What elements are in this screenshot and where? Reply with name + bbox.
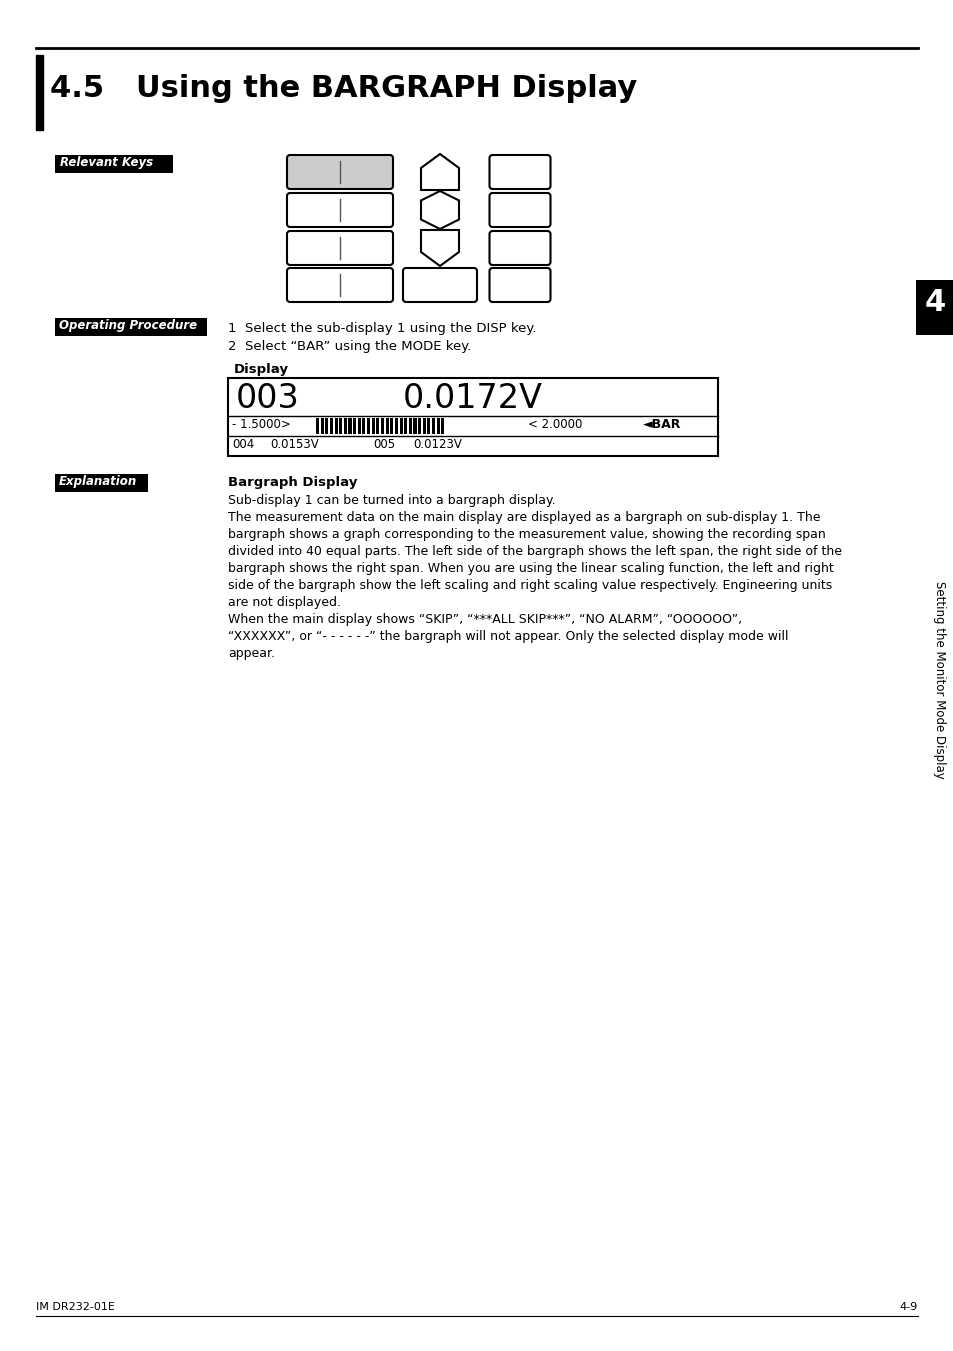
Bar [315,417,318,434]
Bar [55,474,148,492]
Bar [339,417,342,434]
Bar [409,417,412,434]
Bar [404,417,407,434]
Text: - 1.5000>: - 1.5000> [232,417,291,431]
Text: 2  Select “BAR” using the MODE key.: 2 Select “BAR” using the MODE key. [228,340,471,353]
Text: 0.0123V: 0.0123V [413,438,461,451]
Bar [367,417,370,434]
Bar [228,378,718,457]
Bar [376,417,379,434]
Bar [55,317,207,336]
Bar [395,417,397,434]
Bar [343,417,347,434]
Text: When the main display shows “SKIP”, “***ALL SKIP***”, “NO ALARM”, “OOOOOO”,: When the main display shows “SKIP”, “***… [228,613,741,626]
FancyBboxPatch shape [489,231,550,265]
Text: ◄BAR: ◄BAR [642,417,680,431]
Text: < 2.0000: < 2.0000 [527,417,581,431]
FancyBboxPatch shape [489,155,550,189]
Text: bargraph shows the right span. When you are using the linear scaling function, t: bargraph shows the right span. When you … [228,562,833,576]
Text: 0.0153V: 0.0153V [270,438,318,451]
Bar [348,417,351,434]
Text: divided into 40 equal parts. The left side of the bargraph shows the left span, : divided into 40 equal parts. The left si… [228,544,841,558]
FancyBboxPatch shape [489,193,550,227]
Bar [380,417,384,434]
Text: 003: 003 [235,382,299,415]
Bar [330,417,333,434]
Bar [399,417,402,434]
Bar [432,417,435,434]
Bar [441,417,444,434]
Bar [372,417,375,434]
FancyBboxPatch shape [489,267,550,303]
Text: “XXXXXX”, or “- - - - - -” the bargraph will not appear. Only the selected displ: “XXXXXX”, or “- - - - - -” the bargraph … [228,630,788,643]
Bar [55,155,172,173]
Bar [436,417,439,434]
Bar [422,417,425,434]
Text: 4.5   Using the BARGRAPH Display: 4.5 Using the BARGRAPH Display [50,74,637,103]
Text: appear.: appear. [228,647,274,661]
FancyBboxPatch shape [287,155,393,189]
Bar [427,417,430,434]
Bar [36,55,43,130]
Bar [390,417,393,434]
Polygon shape [420,230,458,266]
Text: Setting the Monitor Mode Display: Setting the Monitor Mode Display [933,581,945,780]
FancyBboxPatch shape [287,267,393,303]
Polygon shape [420,190,458,230]
Bar [362,417,365,434]
Text: 4-9: 4-9 [899,1302,917,1312]
Bar [320,417,323,434]
Text: 1  Select the sub-display 1 using the DISP key.: 1 Select the sub-display 1 using the DIS… [228,322,536,335]
Text: The measurement data on the main display are displayed as a bargraph on sub-disp: The measurement data on the main display… [228,511,820,524]
Text: are not displayed.: are not displayed. [228,596,340,609]
Bar [353,417,355,434]
Bar [413,417,416,434]
Text: Display: Display [233,363,289,376]
Text: 005: 005 [373,438,395,451]
Text: IM DR232-01E: IM DR232-01E [36,1302,114,1312]
FancyBboxPatch shape [402,267,476,303]
FancyBboxPatch shape [287,231,393,265]
Bar [915,280,953,335]
Text: side of the bargraph show the left scaling and right scaling value respectively.: side of the bargraph show the left scali… [228,580,831,592]
Text: Operating Procedure: Operating Procedure [59,319,197,332]
Bar [357,417,360,434]
Polygon shape [420,154,458,190]
Bar [417,417,420,434]
Text: 004: 004 [232,438,254,451]
Text: Bargraph Display: Bargraph Display [228,476,357,489]
Text: bargraph shows a graph corresponding to the measurement value, showing the recor: bargraph shows a graph corresponding to … [228,528,825,540]
Text: Relevant Keys: Relevant Keys [60,155,153,169]
FancyBboxPatch shape [287,193,393,227]
Bar [385,417,388,434]
Text: 4: 4 [923,288,944,317]
Bar [325,417,328,434]
Text: Sub-display 1 can be turned into a bargraph display.: Sub-display 1 can be turned into a bargr… [228,494,555,507]
Text: Explanation: Explanation [59,476,137,488]
Bar [335,417,337,434]
Text: 0.0172V: 0.0172V [402,382,542,415]
